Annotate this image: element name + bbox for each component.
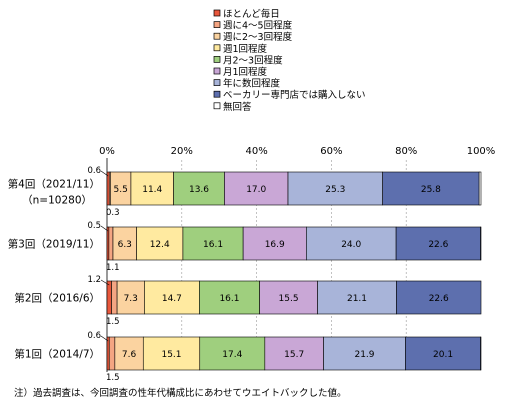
- x-tick-label-0: 0%: [99, 146, 115, 157]
- bar-r1-s7: [395, 226, 481, 261]
- x-tick-label-4: 80%: [395, 146, 417, 157]
- bar-r2-s7: [396, 280, 482, 315]
- bar-r1-s3: [136, 226, 184, 261]
- value-label-r2-s7: 22.6: [429, 294, 449, 304]
- callout-top-r2: 1.2: [87, 275, 101, 285]
- bar-r2-s1: [111, 280, 118, 315]
- legend-label-6: 年に数回程度: [223, 78, 281, 90]
- bar-r2-s2: [116, 280, 145, 315]
- bar-r2-s6: [317, 280, 397, 315]
- legend-label-2: 週に2～3回程度: [223, 31, 293, 43]
- bar-r3-s3: [142, 336, 201, 371]
- value-label-r2-s2: 7.3: [124, 294, 138, 304]
- gridlines: [181, 160, 407, 372]
- callout-top-r0: 0.6: [87, 166, 101, 176]
- category-labels: 第4回（2021/11） （n=10280） 第3回（2019/11） 第2回（201…: [8, 178, 100, 361]
- callout-bottom-r1: 1.1: [106, 263, 120, 273]
- bars: 5.5 11.4 13.6 17.0 25.3 25.8 6.3 12.4 16.1 16.9 24…: [106, 171, 482, 371]
- value-label-r3-s3: 15.1: [161, 350, 181, 360]
- value-label-r0-s3: 11.4: [142, 185, 162, 195]
- value-label-r2-s6: 21.1: [347, 294, 367, 304]
- value-label-r1-s7: 22.6: [428, 240, 448, 250]
- callout-bottom-r2: 1.5: [106, 317, 120, 327]
- bar-r3-s2: [114, 336, 144, 371]
- legend-label-5: 月1回程度: [223, 66, 268, 78]
- value-label-r1-s4: 16.1: [203, 240, 223, 250]
- value-label-r0-s6: 25.3: [325, 185, 345, 195]
- category-label-1: 第3回（2019/11）: [8, 238, 100, 251]
- legend-swatch-3: [213, 44, 221, 52]
- x-tick-label-3: 60%: [320, 146, 342, 157]
- bar-r2-s5: [259, 280, 318, 315]
- callout-top-r3: 0.6: [87, 331, 101, 341]
- value-label-r2-s3: 14.7: [162, 294, 182, 304]
- bar-r1-s6: [306, 226, 397, 261]
- bar-r0-s7: [382, 171, 480, 206]
- value-label-r3-s4: 17.4: [222, 350, 242, 360]
- legend-label-8: 無回答: [223, 101, 252, 113]
- value-label-r2-s4: 16.1: [219, 294, 239, 304]
- footnote: 注）過去調査は、今回調査の性年代構成比にあわせてウエイトバックした値。: [14, 387, 347, 399]
- callout-leader-top-r2: [100, 279, 110, 286]
- legend-label-3: 週1回程度: [223, 43, 268, 55]
- bar-r2-s0: [106, 280, 112, 315]
- value-label-r1-s3: 12.4: [150, 240, 170, 250]
- bar-r1-s1: [108, 226, 114, 261]
- value-label-r0-s5: 17.0: [246, 185, 266, 195]
- callout-bottom-r3: 1.5: [106, 373, 120, 383]
- value-label-r3-s2: 7.6: [122, 350, 137, 360]
- x-tick-label-1: 20%: [171, 146, 193, 157]
- category-label-3: 第1回（2014/7）: [14, 348, 100, 361]
- legend-swatch-8: [213, 102, 221, 110]
- bar-r3-s1: [108, 336, 116, 371]
- callout-leader-top-r1: [100, 225, 109, 232]
- value-label-r3-s6: 21.9: [354, 350, 374, 360]
- bar-r0-s6: [287, 171, 383, 206]
- legend-label-1: 週に4～5回程度: [223, 20, 293, 32]
- category-sublabel-0: （n=10280）: [22, 195, 92, 207]
- legend-swatch-0: [213, 9, 221, 17]
- x-tick-label-2: 40%: [245, 146, 267, 157]
- bar-r0-s5: [224, 171, 289, 206]
- value-label-r1-s2: 6.3: [118, 240, 132, 250]
- bar-r3-s0: [106, 336, 110, 371]
- bar-r0-s0: [106, 171, 110, 206]
- bar-r1-s5: [242, 226, 307, 261]
- value-label-r2-s5: 15.5: [279, 294, 299, 304]
- bar-r0-s8: [478, 171, 482, 206]
- small-value-callouts: 0.6 0.3 0.5 1.1 1.2 1.5 0.6 1.5: [87, 166, 119, 383]
- legend-label-4: 月2～3回程度: [223, 54, 283, 66]
- bar-r3-s6: [323, 336, 406, 371]
- legend-label-0: ほとんど毎日: [223, 8, 280, 20]
- legend-swatch-4: [213, 56, 221, 63]
- legend-swatch-5: [213, 67, 221, 75]
- legend-swatch-2: [213, 32, 221, 40]
- callout-leader-top-r0: [100, 170, 109, 177]
- legend-label-7: ベーカリー専門店では購入しない: [223, 89, 366, 101]
- callout-bottom-r0: 0.3: [106, 208, 120, 218]
- legend: ほとんど毎日週に4～5回程度週に2～3回程度週1回程度月2～3回程度月1回程度年…: [213, 8, 366, 113]
- value-label-r3-s5: 15.7: [284, 350, 304, 360]
- value-label-r1-s5: 16.9: [265, 240, 285, 250]
- value-label-r0-s7: 25.8: [421, 185, 441, 195]
- callout-top-r1: 0.5: [87, 221, 101, 231]
- legend-swatch-1: [213, 21, 221, 28]
- legend-swatch-7: [213, 90, 221, 98]
- x-tick-label-5: 100%: [467, 146, 496, 157]
- value-label-r0-s4: 13.6: [189, 185, 209, 195]
- category-label-2: 第2回（2016/6）: [14, 292, 100, 305]
- value-label-r1-s6: 24.0: [341, 240, 361, 250]
- legend-swatch-6: [213, 79, 221, 86]
- value-label-r3-s7: 20.1: [433, 350, 453, 360]
- bar-r3-s4: [199, 336, 266, 371]
- bar-r1-s4: [182, 226, 244, 261]
- category-label-0: 第4回（2021/11）: [8, 178, 100, 191]
- value-label-r0-s2: 5.5: [113, 185, 127, 195]
- callout-leader-top-r3: [100, 335, 109, 342]
- bar-r2-s3: [144, 280, 200, 315]
- bar-r3-s5: [264, 336, 324, 371]
- bar-r2-s4: [199, 280, 260, 315]
